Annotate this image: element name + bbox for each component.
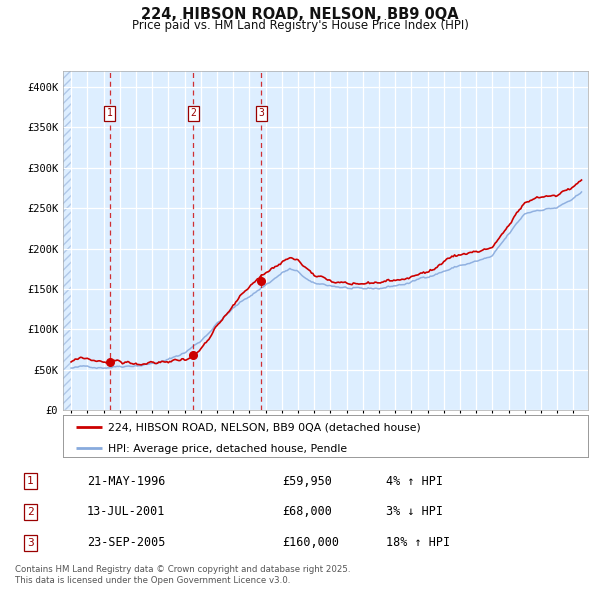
Text: Contains HM Land Registry data © Crown copyright and database right 2025.
This d: Contains HM Land Registry data © Crown c…	[15, 565, 350, 585]
Text: 3: 3	[27, 537, 34, 548]
Text: 18% ↑ HPI: 18% ↑ HPI	[386, 536, 451, 549]
Text: Price paid vs. HM Land Registry's House Price Index (HPI): Price paid vs. HM Land Registry's House …	[131, 19, 469, 32]
Text: 4% ↑ HPI: 4% ↑ HPI	[386, 474, 443, 487]
Text: 23-SEP-2005: 23-SEP-2005	[87, 536, 165, 549]
Text: 13-JUL-2001: 13-JUL-2001	[87, 506, 165, 519]
Text: 224, HIBSON ROAD, NELSON, BB9 0QA (detached house): 224, HIBSON ROAD, NELSON, BB9 0QA (detac…	[107, 422, 421, 432]
Text: £160,000: £160,000	[283, 536, 340, 549]
Text: 2: 2	[190, 108, 196, 118]
Text: 1: 1	[27, 476, 34, 486]
Text: 3% ↓ HPI: 3% ↓ HPI	[386, 506, 443, 519]
Text: £68,000: £68,000	[283, 506, 332, 519]
Text: £59,950: £59,950	[283, 474, 332, 487]
Text: 2: 2	[27, 507, 34, 517]
Text: 3: 3	[258, 108, 264, 118]
Text: 21-MAY-1996: 21-MAY-1996	[87, 474, 165, 487]
Text: 224, HIBSON ROAD, NELSON, BB9 0QA: 224, HIBSON ROAD, NELSON, BB9 0QA	[141, 7, 459, 22]
Text: HPI: Average price, detached house, Pendle: HPI: Average price, detached house, Pend…	[107, 444, 347, 454]
Text: 1: 1	[107, 108, 113, 118]
